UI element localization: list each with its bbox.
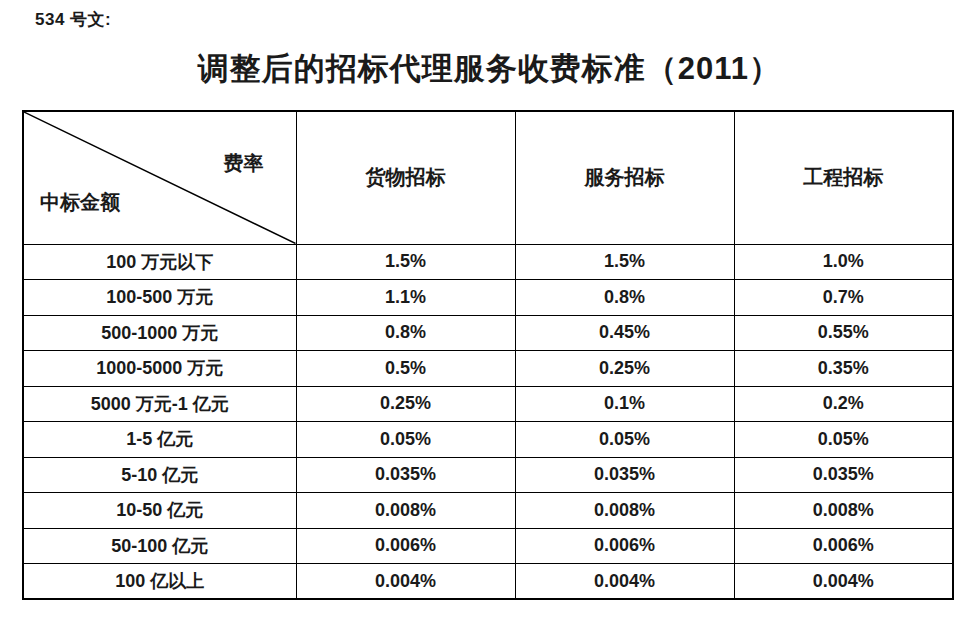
row-label-amount-range: 100 万元以下 [23,244,296,280]
fee-table: 费率 中标金额 货物招标 服务招标 工程招标 100 万元以下 1.5% 1.5… [22,110,954,600]
rate-cell-service: 0.006% [515,528,734,564]
rate-cell-service: 0.008% [515,493,734,529]
rate-cell-goods: 0.8% [296,315,515,351]
rate-cell-engineering: 0.05% [734,422,953,458]
rate-cell-engineering: 1.0% [734,244,953,280]
rate-cell-goods: 0.006% [296,528,515,564]
rate-cell-goods: 0.035% [296,457,515,493]
table-row: 100 万元以下 1.5% 1.5% 1.0% [23,244,953,280]
header-row: 费率 中标金额 货物招标 服务招标 工程招标 [23,111,953,244]
row-label-amount-range: 1-5 亿元 [23,422,296,458]
page-title: 调整后的招标代理服务收费标准（2011） [0,48,979,90]
table-row: 500-1000 万元 0.8% 0.45% 0.55% [23,315,953,351]
row-label-amount-range: 500-1000 万元 [23,315,296,351]
rate-cell-engineering: 0.035% [734,457,953,493]
rate-cell-engineering: 0.004% [734,564,953,600]
table-row: 5000 万元-1 亿元 0.25% 0.1% 0.2% [23,386,953,422]
corner-label-award-amount: 中标金额 [40,189,120,216]
rate-cell-goods: 0.25% [296,386,515,422]
row-label-amount-range: 50-100 亿元 [23,528,296,564]
table-row: 1-5 亿元 0.05% 0.05% 0.05% [23,422,953,458]
corner-header-cell: 费率 中标金额 [23,111,296,244]
table-row: 50-100 亿元 0.006% 0.006% 0.006% [23,528,953,564]
doc-ref-label: 534 号文: [35,8,111,31]
rate-cell-service: 0.8% [515,280,734,316]
rate-cell-service: 0.45% [515,315,734,351]
rate-cell-engineering: 0.008% [734,493,953,529]
table-row: 100 亿以上 0.004% 0.004% 0.004% [23,564,953,600]
rate-cell-service: 0.05% [515,422,734,458]
rate-cell-service: 0.004% [515,564,734,600]
table-row: 10-50 亿元 0.008% 0.008% 0.008% [23,493,953,529]
rate-cell-service: 0.1% [515,386,734,422]
rate-cell-goods: 0.008% [296,493,515,529]
rate-cell-engineering: 0.35% [734,351,953,387]
rate-cell-service: 0.25% [515,351,734,387]
column-header-service-bidding: 服务招标 [515,111,734,244]
rate-cell-engineering: 0.55% [734,315,953,351]
table-row: 100-500 万元 1.1% 0.8% 0.7% [23,280,953,316]
table-row: 1000-5000 万元 0.5% 0.25% 0.35% [23,351,953,387]
row-label-amount-range: 5000 万元-1 亿元 [23,386,296,422]
row-label-amount-range: 5-10 亿元 [23,457,296,493]
rate-cell-engineering: 0.2% [734,386,953,422]
corner-label-rate: 费率 [224,150,264,177]
row-label-amount-range: 100 亿以上 [23,564,296,600]
diagonal-divider-line [24,112,296,244]
rate-cell-engineering: 0.006% [734,528,953,564]
rate-cell-goods: 0.05% [296,422,515,458]
rate-cell-goods: 1.5% [296,244,515,280]
rate-cell-goods: 0.5% [296,351,515,387]
table-row: 5-10 亿元 0.035% 0.035% 0.035% [23,457,953,493]
rate-cell-goods: 1.1% [296,280,515,316]
rate-cell-goods: 0.004% [296,564,515,600]
rate-cell-service: 0.035% [515,457,734,493]
rate-cell-service: 1.5% [515,244,734,280]
column-header-engineering-bidding: 工程招标 [734,111,953,244]
row-label-amount-range: 100-500 万元 [23,280,296,316]
column-header-goods-bidding: 货物招标 [296,111,515,244]
fee-table-body: 100 万元以下 1.5% 1.5% 1.0% 100-500 万元 1.1% … [23,244,953,599]
row-label-amount-range: 1000-5000 万元 [23,351,296,387]
document-page: 534 号文: 调整后的招标代理服务收费标准（2011） 费率 中标金额 货物招… [0,0,979,629]
row-label-amount-range: 10-50 亿元 [23,493,296,529]
rate-cell-engineering: 0.7% [734,280,953,316]
